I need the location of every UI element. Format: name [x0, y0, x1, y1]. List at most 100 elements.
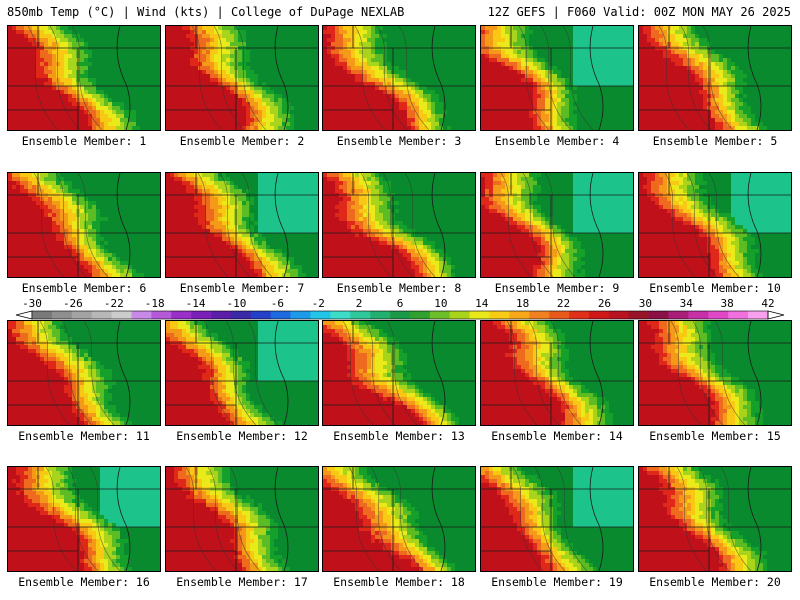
temperature-field — [323, 321, 475, 425]
temperature-map — [638, 320, 792, 426]
temperature-field — [639, 321, 791, 425]
colorbar-tick-label: -2 — [312, 297, 325, 310]
state-borders — [639, 173, 791, 277]
colorbar-tick-label: -10 — [227, 297, 247, 310]
state-borders — [639, 26, 791, 130]
colorbar-swatch — [748, 311, 769, 319]
temperature-field — [8, 173, 160, 277]
member-label: Ensemble Member: 6 — [7, 281, 161, 295]
colorbar-tick-label: 38 — [720, 297, 733, 310]
colorbar-swatch — [151, 311, 172, 319]
temperature-map — [638, 466, 792, 572]
temperature-map — [638, 172, 792, 278]
colorbar-swatch — [71, 311, 92, 319]
colorbar-swatch — [668, 311, 689, 319]
temperature-map — [480, 320, 634, 426]
temperature-map — [7, 320, 161, 426]
temperature-field — [481, 467, 633, 571]
colorbar-swatch — [350, 311, 371, 319]
colorbar-swatch — [290, 311, 311, 319]
colorbar-tick-label: 14 — [475, 297, 489, 310]
temperature-field — [166, 26, 318, 130]
state-borders — [8, 173, 160, 277]
state-borders — [639, 321, 791, 425]
colorbar-swatch — [509, 311, 530, 319]
member-label: Ensemble Member: 11 — [7, 429, 161, 443]
member-label: Ensemble Member: 4 — [480, 134, 634, 148]
colorbar-swatch — [330, 311, 351, 319]
colorbar-tick-label: -22 — [104, 297, 124, 310]
colorbar-tick-label: -26 — [63, 297, 83, 310]
colorbar-swatch — [171, 311, 192, 319]
state-borders — [166, 321, 318, 425]
colorbar-tick-label: -6 — [271, 297, 284, 310]
colorbar-swatch — [529, 311, 550, 319]
temperature-field — [8, 26, 160, 130]
colorbar-tick-label: 42 — [761, 297, 774, 310]
state-borders — [323, 173, 475, 277]
member-label: Ensemble Member: 2 — [165, 134, 319, 148]
state-borders — [323, 467, 475, 571]
temperature-field — [323, 467, 475, 571]
state-borders — [481, 467, 633, 571]
temperature-field — [166, 173, 318, 277]
colorbar-swatch — [191, 311, 212, 319]
colorbar-swatch — [728, 311, 749, 319]
colorbar-tick-label: 34 — [680, 297, 694, 310]
temperature-map — [165, 25, 319, 131]
colorbar-swatch — [111, 311, 132, 319]
temperature-map — [165, 172, 319, 278]
temperature-map — [322, 466, 476, 572]
colorbar-swatch — [270, 311, 291, 319]
colorbar-swatch — [211, 311, 232, 319]
member-label: Ensemble Member: 3 — [322, 134, 476, 148]
colorbar-swatch — [489, 311, 510, 319]
state-borders — [481, 321, 633, 425]
temperature-map — [322, 320, 476, 426]
temperature-map — [7, 172, 161, 278]
colorbar-max-arrow — [767, 310, 785, 320]
member-label: Ensemble Member: 7 — [165, 281, 319, 295]
state-borders — [166, 173, 318, 277]
temperature-map — [165, 466, 319, 572]
member-label: Ensemble Member: 14 — [480, 429, 634, 443]
colorbar-swatch — [608, 311, 630, 319]
temperature-map — [480, 172, 634, 278]
state-borders — [639, 467, 791, 571]
member-label: Ensemble Member: 16 — [7, 575, 161, 589]
state-borders — [8, 321, 160, 425]
member-label: Ensemble Member: 17 — [165, 575, 319, 589]
member-label: Ensemble Member: 8 — [322, 281, 476, 295]
member-label: Ensemble Member: 15 — [638, 429, 792, 443]
colorbar-swatch — [449, 311, 470, 319]
member-label: Ensemble Member: 13 — [322, 429, 476, 443]
chart-title: 850mb Temp (°C) | Wind (kts) | College o… — [7, 5, 404, 19]
state-borders — [166, 467, 318, 571]
state-borders — [166, 26, 318, 130]
member-label: Ensemble Member: 19 — [480, 575, 634, 589]
member-label: Ensemble Member: 12 — [165, 429, 319, 443]
colorbar-swatch — [648, 311, 669, 319]
temperature-map — [165, 320, 319, 426]
colorbar-swatch — [429, 311, 451, 319]
colorbar-swatch — [390, 311, 411, 319]
temperature-field — [323, 26, 475, 130]
state-borders — [481, 173, 633, 277]
colorbar-tick-label: 18 — [516, 297, 529, 310]
state-borders — [481, 26, 633, 130]
colorbar-tick-label: -30 — [22, 297, 42, 310]
member-label: Ensemble Member: 9 — [480, 281, 634, 295]
temperature-map — [7, 466, 161, 572]
state-borders — [323, 26, 475, 130]
temperature-field — [481, 321, 633, 425]
temperature-map — [322, 25, 476, 131]
colorbar-swatch — [569, 311, 590, 319]
colorbar-swatch — [628, 311, 649, 319]
temperature-field — [323, 173, 475, 277]
temperature-field — [639, 26, 791, 130]
temperature-field — [8, 467, 160, 571]
colorbar-swatch — [708, 311, 729, 319]
colorbar-swatch — [32, 311, 53, 319]
valid-time: 12Z GEFS | F060 Valid: 00Z MON MAY 26 20… — [488, 5, 791, 19]
colorbar-swatch — [409, 311, 431, 319]
